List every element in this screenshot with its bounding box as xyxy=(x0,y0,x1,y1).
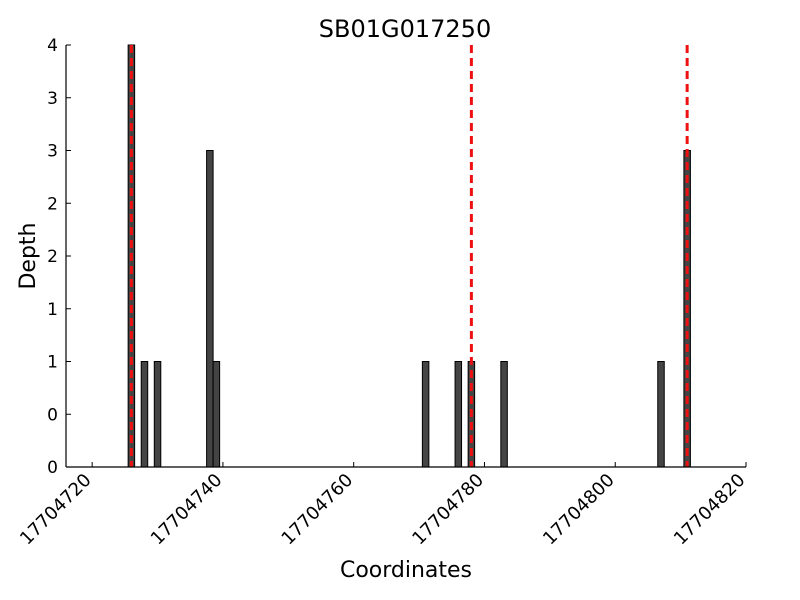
y-tick-label: 4 xyxy=(47,36,58,56)
markers-group xyxy=(129,45,689,467)
x-axis-label: Coordinates xyxy=(340,558,472,583)
y-tick-label: 3 xyxy=(47,142,58,162)
x-tick-label: 17704740 xyxy=(147,470,227,550)
y-tick-label: 1 xyxy=(47,300,58,320)
bar xyxy=(421,361,430,468)
y-tick-label: 2 xyxy=(47,194,58,214)
y-tick-label: 2 xyxy=(47,247,58,267)
x-tick-label: 17704720 xyxy=(16,470,96,550)
bar xyxy=(153,361,162,468)
y-tick-label: 0 xyxy=(47,405,58,425)
bar xyxy=(140,361,149,468)
bar xyxy=(206,150,214,468)
x-tick-label: 17704780 xyxy=(408,470,488,550)
y-tick-label: 1 xyxy=(47,353,58,373)
x-tick-label: 17704820 xyxy=(670,470,750,550)
x-tick-label: 17704760 xyxy=(278,470,358,550)
bar xyxy=(212,361,221,468)
y-tick-label: 3 xyxy=(47,89,58,109)
bar xyxy=(500,361,508,468)
y-axis-label: Depth xyxy=(16,222,41,289)
bars-group xyxy=(127,44,691,468)
chart-title: SB01G017250 xyxy=(319,15,491,43)
y-tick-label: 0 xyxy=(47,458,58,478)
axes-group: 0 0 1 1 2 2 3 3 4 17704720 17704740 17704760 1770478… xyxy=(16,36,749,549)
x-tick-label: 17704800 xyxy=(539,470,619,550)
bar xyxy=(657,361,665,468)
bar xyxy=(454,361,463,468)
